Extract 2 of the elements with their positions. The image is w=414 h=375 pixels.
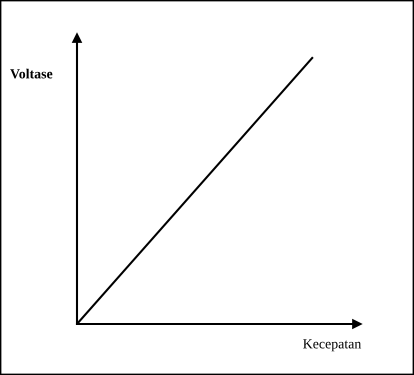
y-axis-title: Voltase bbox=[10, 68, 52, 79]
x-axis-title: Kecepatan bbox=[303, 339, 362, 352]
